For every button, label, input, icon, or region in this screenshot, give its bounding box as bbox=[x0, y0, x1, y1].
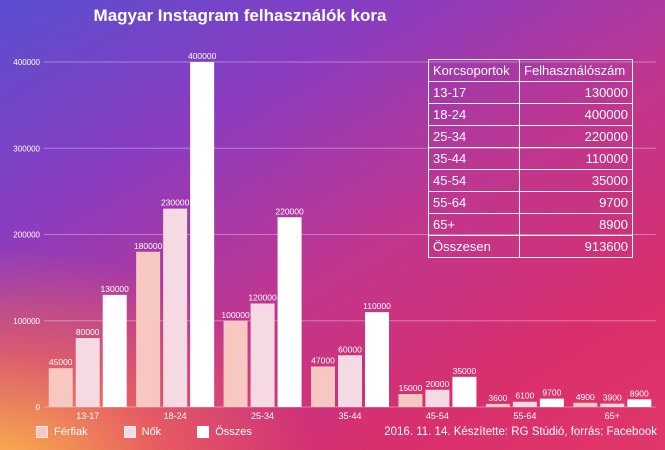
table-cell-count: 913600 bbox=[519, 235, 633, 258]
table-header-age-group: Korcsoportok bbox=[428, 59, 520, 82]
y-tick-label: 400000 bbox=[13, 58, 40, 67]
table-cell-age: 18-24 bbox=[428, 103, 520, 126]
bar-value-label: 15000 bbox=[399, 383, 423, 393]
bar-value-label: 110000 bbox=[363, 301, 391, 311]
table-row: Összesen 913600 bbox=[428, 235, 633, 258]
legend-label-total: Összes bbox=[215, 426, 252, 438]
bar bbox=[425, 389, 450, 407]
bar-value-label: 3600 bbox=[488, 393, 507, 403]
table-cell-age: 45-54 bbox=[428, 169, 520, 192]
table-cell-count: 35000 bbox=[519, 169, 633, 192]
bar bbox=[136, 251, 161, 407]
bar-value-label: 180000 bbox=[134, 241, 163, 251]
bar bbox=[627, 399, 652, 407]
bar bbox=[338, 355, 362, 407]
table-cell-age: 65+ bbox=[428, 213, 520, 236]
y-tick-label: 100000 bbox=[13, 317, 40, 326]
bar bbox=[250, 303, 275, 407]
bar-value-label: 230000 bbox=[161, 198, 190, 208]
bar-value-label: 8900 bbox=[630, 388, 649, 398]
table-cell-age: 55-64 bbox=[428, 191, 520, 214]
y-tick-label: 0 bbox=[36, 403, 41, 412]
table-header-user-count: Felhasználószám bbox=[519, 59, 633, 82]
table-row: 18-24 400000 bbox=[428, 103, 633, 126]
table-row: 25-34 220000 bbox=[428, 125, 633, 148]
table-cell-count: 8900 bbox=[519, 213, 633, 236]
bar-value-label: 3900 bbox=[603, 393, 622, 403]
table-row: 13-17 130000 bbox=[428, 81, 633, 104]
bar bbox=[311, 366, 335, 407]
bar-value-label: 220000 bbox=[275, 206, 304, 216]
bar bbox=[190, 62, 215, 407]
legend-item-women[interactable]: Nők bbox=[123, 426, 162, 438]
bar bbox=[573, 402, 598, 407]
bar-value-label: 4900 bbox=[576, 392, 595, 402]
bar bbox=[398, 394, 423, 407]
x-tick-label: 18-24 bbox=[164, 411, 187, 421]
y-tick-label: 300000 bbox=[13, 144, 40, 153]
table-row: 55-64 9700 bbox=[428, 191, 633, 214]
bar bbox=[223, 320, 248, 407]
bar bbox=[365, 312, 389, 407]
table-row: 35-44 110000 bbox=[428, 147, 633, 170]
bar bbox=[163, 208, 188, 407]
table-cell-age: 13-17 bbox=[428, 81, 520, 104]
bar-value-label: 60000 bbox=[338, 344, 362, 354]
table-cell-count: 130000 bbox=[519, 81, 633, 104]
legend-label-men: Férfiak bbox=[54, 426, 88, 438]
chart-title: Magyar Instagram felhasználók kora bbox=[93, 6, 387, 25]
table-cell-age: 25-34 bbox=[428, 125, 520, 148]
x-tick-label: 13-17 bbox=[76, 411, 99, 421]
legend-label-women: Nők bbox=[141, 426, 162, 438]
legend-item-total[interactable]: Összes bbox=[197, 426, 252, 438]
bar-value-label: 45000 bbox=[49, 357, 73, 367]
bar-value-label: 20000 bbox=[426, 379, 450, 389]
chart-legend: Férfiak Nők Összes bbox=[36, 426, 288, 438]
legend-swatch-women bbox=[123, 426, 136, 438]
table-cell-age: 35-44 bbox=[428, 147, 520, 170]
table-cell-age: Összesen bbox=[428, 235, 520, 258]
x-tick-label: 35-44 bbox=[338, 411, 361, 421]
bar-value-label: 35000 bbox=[453, 366, 477, 376]
bar-value-label: 130000 bbox=[101, 284, 130, 294]
bar bbox=[452, 376, 477, 407]
bar bbox=[102, 294, 127, 407]
bar-value-label: 400000 bbox=[188, 51, 217, 61]
bar-value-label: 6100 bbox=[515, 391, 534, 401]
x-tick-label: 55-64 bbox=[513, 411, 536, 421]
bar-value-label: 80000 bbox=[76, 327, 100, 337]
bar bbox=[485, 403, 510, 407]
bar-value-label: 9700 bbox=[542, 388, 561, 398]
x-tick-label: 65+ bbox=[605, 411, 620, 421]
table-cell-count: 9700 bbox=[519, 191, 633, 214]
legend-swatch-total bbox=[197, 426, 210, 438]
table-cell-count: 220000 bbox=[519, 125, 633, 148]
bar bbox=[277, 217, 302, 407]
bar-value-label: 100000 bbox=[221, 310, 250, 320]
bar bbox=[48, 368, 73, 407]
source-note: 2016. 11. 14. Készítette: RG Stúdió, for… bbox=[384, 426, 657, 438]
y-tick-label: 200000 bbox=[13, 231, 40, 240]
table-cell-count: 400000 bbox=[519, 103, 633, 126]
age-group-table: Korcsoportok Felhasználószám 13-17 130000… bbox=[428, 59, 633, 258]
bar-value-label: 120000 bbox=[248, 293, 277, 303]
bar bbox=[75, 338, 100, 407]
bar bbox=[512, 401, 537, 407]
x-tick-label: 45-54 bbox=[426, 411, 449, 421]
table-header-row: Korcsoportok Felhasználószám bbox=[428, 59, 633, 82]
table-row: 45-54 35000 bbox=[428, 169, 633, 192]
bar bbox=[539, 398, 564, 407]
legend-swatch-men bbox=[36, 426, 48, 438]
legend-item-men[interactable]: Férfiak bbox=[36, 426, 88, 438]
table-row: 65+ 8900 bbox=[428, 213, 633, 236]
table-cell-count: 110000 bbox=[519, 147, 633, 170]
bar bbox=[600, 403, 625, 407]
x-tick-label: 25-34 bbox=[251, 411, 274, 421]
bar-value-label: 47000 bbox=[311, 355, 335, 365]
